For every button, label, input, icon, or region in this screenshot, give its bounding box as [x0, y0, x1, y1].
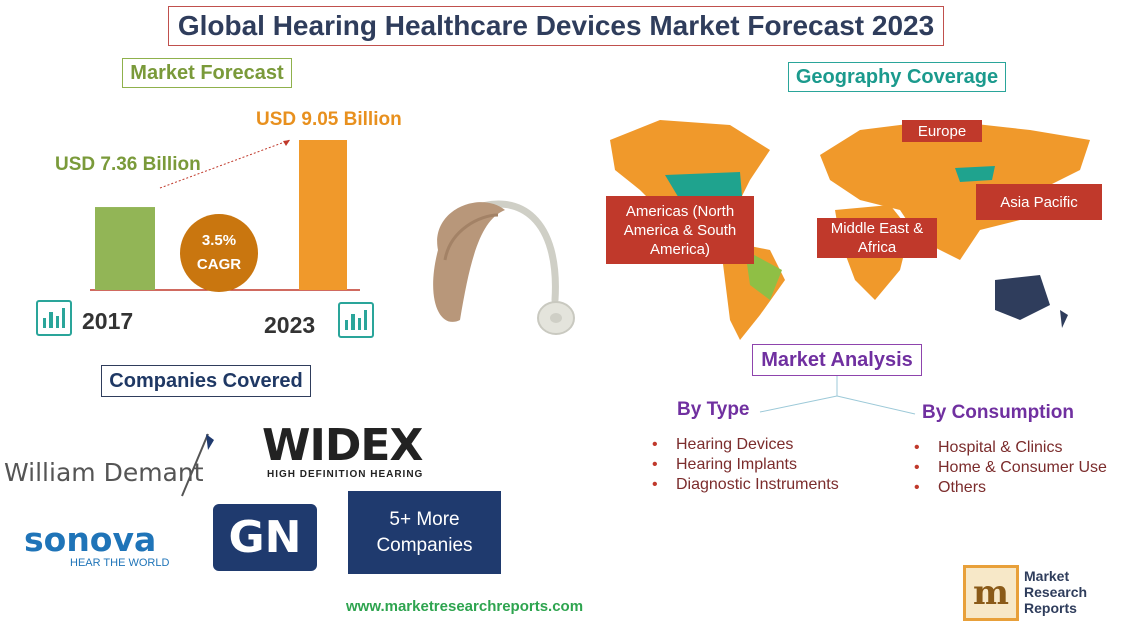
map-new-zealand — [1060, 310, 1068, 328]
widex-tagline: HIGH DEFINITION HEARING — [267, 469, 424, 480]
mrr-brand-line3: Reports — [1024, 600, 1077, 616]
geography-heading: Geography Coverage — [788, 62, 1006, 92]
bar-2017 — [95, 207, 155, 290]
cagr-value: 3.5% — [201, 232, 237, 249]
william-demant-logo: William Demant — [4, 458, 204, 487]
region-asia-pacific-label: Asia Pacific — [976, 184, 1102, 220]
sonova-logo: sonova — [24, 520, 157, 559]
region-americas-label: Americas (North America & South America) — [606, 196, 754, 264]
year-2017-label: 2017 — [82, 308, 134, 334]
growth-arrow — [159, 139, 291, 189]
bar-chart-icon — [36, 300, 72, 336]
growth-arrow-head — [283, 140, 290, 146]
map-australia — [995, 275, 1050, 320]
bar-2017-value-label: USD 7.36 Billion — [55, 154, 201, 175]
bar-chart-icon — [338, 302, 374, 338]
bar-2023-value-label: USD 9.05 Billion — [256, 109, 402, 130]
mrr-logo-mark: m — [963, 565, 1019, 621]
gn-logo: GN — [213, 504, 317, 571]
list-item: Others — [910, 479, 1107, 499]
mrr-brand-line1: Market — [1024, 568, 1070, 584]
list-item: Hearing Implants — [648, 456, 839, 476]
sonova-tagline: HEAR THE WORLD — [70, 557, 170, 569]
companies-heading: Companies Covered — [101, 365, 311, 397]
more-companies-box: 5+ More Companies — [348, 491, 501, 574]
list-item: Hearing Devices — [648, 436, 839, 456]
cagr-badge: 3.5% CAGR — [180, 214, 258, 292]
by-type-list: Hearing Devices Hearing Implants Diagnos… — [648, 436, 839, 496]
cagr-label: CAGR — [196, 256, 242, 273]
market-forecast-heading: Market Forecast — [122, 58, 292, 88]
forecast-bar-chart — [90, 139, 360, 291]
region-europe-label: Europe — [902, 120, 982, 142]
analysis-connector — [759, 376, 916, 415]
by-type-heading: By Type — [677, 399, 750, 420]
map-brazil — [745, 250, 782, 300]
map-eurasia — [820, 120, 1090, 260]
bar-2023 — [299, 140, 347, 290]
by-consumption-list: Hospital & Clinics Home & Consumer Use O… — [910, 439, 1107, 499]
region-mea-label: Middle East & Africa — [817, 218, 937, 258]
list-item: Diagnostic Instruments — [648, 476, 839, 496]
page-title: Global Hearing Healthcare Devices Market… — [168, 6, 944, 46]
list-item: Hospital & Clinics — [910, 439, 1107, 459]
mrr-brand-line2: Research — [1024, 584, 1088, 600]
hearing-aid-image — [433, 200, 575, 335]
market-analysis-heading: Market Analysis — [752, 344, 922, 376]
mrr-brand-text: Market Research Reports — [1024, 568, 1087, 616]
year-2023-label: 2023 — [264, 312, 316, 338]
map-mongolia — [955, 166, 995, 182]
footer-url[interactable]: www.marketresearchreports.com — [346, 598, 584, 615]
list-item: Home & Consumer Use — [910, 459, 1107, 479]
william-demant-mark — [181, 433, 214, 497]
widex-logo: WIDEX — [262, 420, 423, 471]
by-consumption-heading: By Consumption — [922, 402, 1074, 423]
